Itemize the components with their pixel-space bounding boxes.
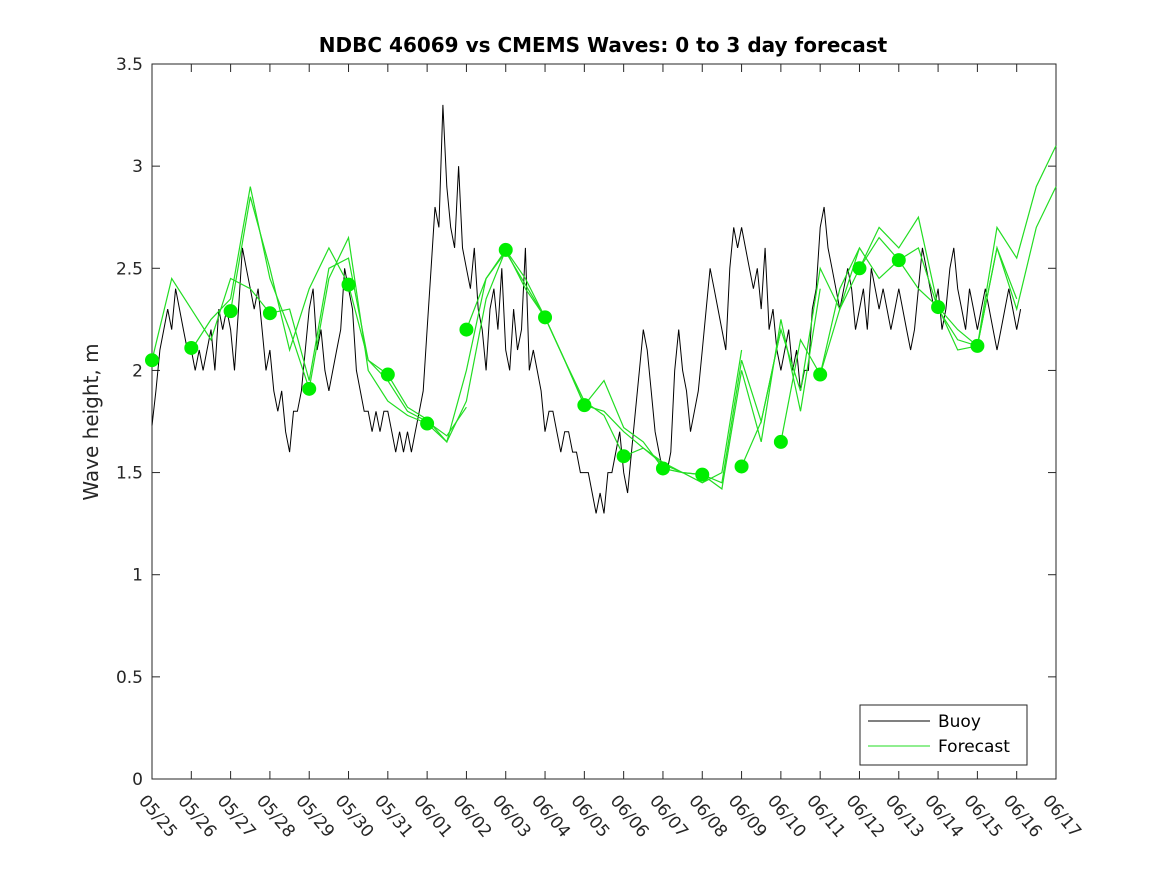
forecast-line bbox=[858, 215, 978, 347]
x-tick-label: 05/29 bbox=[291, 791, 338, 841]
forecast-line bbox=[898, 245, 1018, 347]
y-tick-label: 3.5 bbox=[116, 55, 143, 75]
forecast-line bbox=[151, 276, 271, 361]
x-tick-label: 06/01 bbox=[409, 791, 456, 841]
x-tick-label: 06/15 bbox=[960, 791, 1007, 841]
x-tick-label: 06/07 bbox=[645, 791, 692, 841]
forecast-marker bbox=[931, 300, 946, 315]
legend: Buoy Forecast bbox=[859, 704, 1028, 766]
y-tick-label: 2 bbox=[132, 361, 143, 381]
x-tick-label: 06/08 bbox=[684, 791, 731, 841]
chart-title: NDBC 46069 vs CMEMS Waves: 0 to 3 day fo… bbox=[319, 33, 888, 57]
x-tick-label: 05/25 bbox=[134, 791, 181, 841]
forecast-marker bbox=[223, 304, 238, 319]
forecast-line bbox=[701, 288, 821, 490]
x-tick-label: 05/27 bbox=[213, 791, 260, 841]
x-tick-label: 05/28 bbox=[252, 791, 299, 841]
forecast-marker bbox=[773, 434, 788, 449]
forecast-line bbox=[976, 186, 1057, 347]
x-tick-label: 06/14 bbox=[920, 791, 967, 841]
plot-area bbox=[151, 63, 1057, 780]
y-tick-label: 0 bbox=[132, 770, 143, 790]
forecast-marker bbox=[262, 306, 277, 321]
x-tick-label: 06/11 bbox=[802, 791, 849, 841]
y-tick-label: 0.5 bbox=[116, 668, 143, 688]
forecast-marker bbox=[145, 353, 159, 368]
x-tick-label: 06/17 bbox=[1038, 791, 1085, 841]
y-tick-label: 3 bbox=[132, 157, 143, 177]
forecast-marker bbox=[813, 367, 828, 382]
forecast-marker bbox=[655, 461, 670, 476]
forecast-marker bbox=[970, 338, 985, 353]
legend-box bbox=[859, 704, 1028, 766]
forecast-line bbox=[780, 246, 900, 443]
forecast-marker bbox=[459, 322, 474, 337]
forecast-marker bbox=[577, 398, 592, 413]
x-tick-label: 06/04 bbox=[527, 791, 574, 841]
forecast-marker bbox=[184, 340, 199, 355]
x-tick-label: 06/02 bbox=[449, 791, 496, 841]
forecast-marker bbox=[891, 253, 906, 268]
forecast-marker bbox=[852, 261, 867, 276]
forecast-line bbox=[190, 186, 310, 389]
forecast-marker bbox=[341, 277, 356, 292]
x-tick-label: 05/31 bbox=[370, 791, 417, 841]
forecast-line bbox=[584, 404, 703, 476]
x-tick-label: 06/13 bbox=[881, 791, 928, 841]
legend-forecast-label: Forecast bbox=[938, 737, 1010, 757]
forecast-line bbox=[230, 196, 350, 353]
y-tick-label: 1.5 bbox=[116, 464, 143, 484]
x-tick-label: 05/26 bbox=[173, 791, 220, 841]
legend-buoy-label: Buoy bbox=[938, 712, 981, 732]
forecast-marker bbox=[420, 416, 435, 431]
forecast-series-group bbox=[151, 145, 1057, 490]
forecast-marker bbox=[380, 367, 395, 382]
forecast-line bbox=[937, 145, 1057, 351]
forecast-line bbox=[308, 235, 428, 425]
x-tick-label: 06/03 bbox=[488, 791, 535, 841]
y-tick-label: 2.5 bbox=[116, 259, 143, 279]
x-tick-label: 06/09 bbox=[724, 791, 771, 841]
buoy-line bbox=[151, 104, 1022, 514]
forecast-line bbox=[544, 317, 664, 469]
forecast-markers bbox=[145, 242, 985, 482]
forecast-marker bbox=[695, 467, 710, 482]
x-tick-label: 06/16 bbox=[999, 791, 1046, 841]
forecast-marker bbox=[616, 449, 631, 464]
y-axis: 0 0.5 1 1.5 2 2.5 3 3.5 bbox=[116, 55, 1056, 790]
forecast-marker bbox=[734, 459, 749, 474]
y-axis-label: Wave height, m bbox=[79, 343, 103, 500]
x-tick-label: 06/06 bbox=[606, 791, 653, 841]
forecast-line bbox=[347, 284, 467, 437]
buoy-series bbox=[151, 104, 1022, 514]
x-tick-label: 05/30 bbox=[331, 791, 378, 841]
forecast-marker bbox=[498, 242, 513, 257]
y-tick-label: 1 bbox=[132, 566, 143, 586]
forecast-line bbox=[465, 250, 585, 406]
x-tick-label: 06/12 bbox=[842, 791, 889, 841]
x-tick-label: 06/05 bbox=[567, 791, 614, 841]
forecast-line bbox=[819, 236, 939, 375]
x-tick-label: 06/10 bbox=[763, 791, 810, 841]
forecast-marker bbox=[538, 310, 553, 325]
forecast-marker bbox=[302, 381, 317, 396]
